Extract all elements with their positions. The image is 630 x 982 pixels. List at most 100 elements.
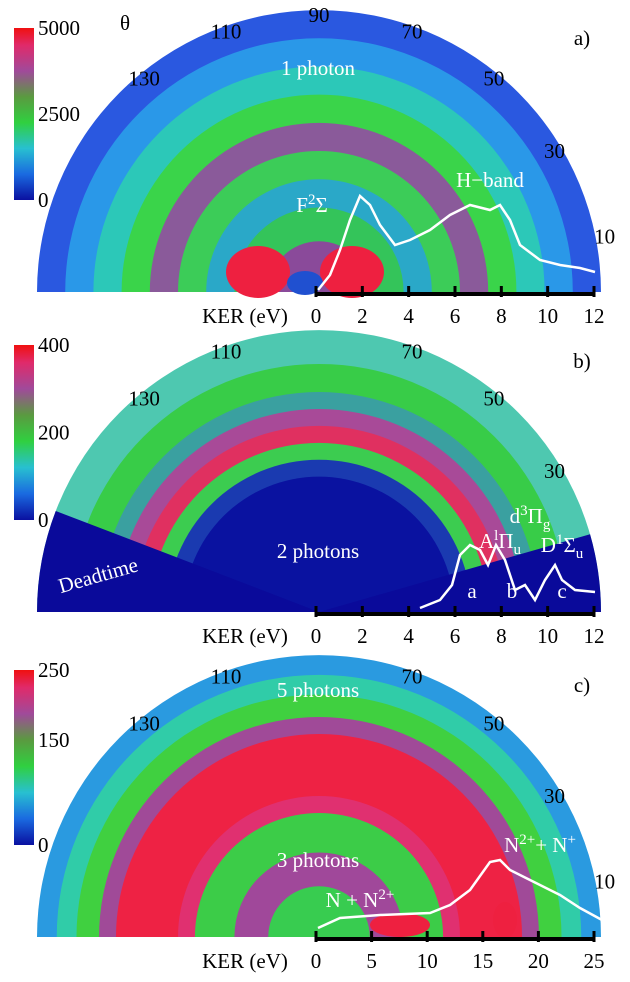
annotation-part: 2 — [308, 192, 316, 208]
panel-label: c) — [574, 673, 590, 697]
angle-label: 70 — [402, 339, 423, 363]
colorbar-tick-label: 0 — [38, 833, 49, 857]
angle-label: 110 — [211, 664, 242, 688]
ker-tick-label: 2 — [357, 624, 368, 648]
colorbar-tick-label: 150 — [38, 728, 70, 752]
angle-label: 110 — [211, 19, 242, 43]
ker-tick-label: 25 — [584, 949, 605, 973]
angle-label: 30 — [544, 459, 565, 483]
annotation-part: u — [576, 546, 584, 562]
annotation-part: A — [479, 529, 495, 553]
panel-label: b) — [573, 349, 591, 373]
annotation-part: N + N — [326, 888, 379, 912]
ker-tick-label: 4 — [403, 304, 414, 328]
ker-tick-label: 8 — [496, 304, 507, 328]
annotation: d3Πg — [510, 503, 551, 533]
annotation-part: 3 — [520, 503, 528, 519]
colorbar — [14, 28, 34, 200]
heatmap-blob — [320, 246, 384, 298]
heatmap-blob — [226, 246, 290, 298]
annotation-part: + — [567, 832, 575, 848]
ker-tick-label: 10 — [537, 624, 558, 648]
annotation: H−band — [456, 168, 524, 192]
annotation-part: 3 photons — [277, 848, 359, 872]
annotation-part: Π — [498, 529, 513, 553]
angle-label: 130 — [128, 387, 160, 411]
ker-tick-label: 12 — [584, 304, 605, 328]
heatmap-blob — [287, 271, 323, 295]
annotation-part: d — [510, 504, 521, 528]
angle-label: 70 — [402, 664, 423, 688]
angle-label: 130 — [128, 712, 160, 736]
annotation-part: 5 photons — [277, 678, 359, 702]
ker-curve — [317, 858, 603, 930]
annotation-part: 1 — [556, 532, 564, 548]
colorbar-tick-label: 250 — [38, 658, 70, 682]
angle-label: 30 — [544, 139, 565, 163]
annotation-part: N — [504, 833, 519, 857]
panel: 5000 2500 0 θ a) 130 110 90 70 50 30 10 KER (eV) 0 2 4 6… — [14, 3, 615, 328]
annotation: N2++ N+ — [504, 832, 576, 857]
annotation-part: F — [296, 193, 308, 217]
ker-tick-label: 6 — [450, 304, 461, 328]
ker-label: KER (eV) — [202, 304, 288, 328]
panel: 250 150 0 c) 130 110 70 50 30 10 KER (eV) 0 5 10 15 20 2… — [14, 655, 615, 973]
annotation-part: 2+ — [519, 832, 535, 848]
heatmap-band — [268, 886, 370, 937]
annotation-part: Σ — [563, 533, 575, 557]
annotation: 1 photon — [281, 56, 356, 80]
angle-label: 50 — [483, 387, 504, 411]
ker-tick-label: 6 — [450, 624, 461, 648]
annotation-part: Π — [528, 504, 543, 528]
ker-tick-label: 0 — [311, 624, 322, 648]
colorbar — [14, 670, 34, 845]
ker-tick-label: 12 — [584, 624, 605, 648]
annotation-part: c — [557, 579, 566, 603]
panel-label: a) — [574, 26, 590, 50]
annotation-part: l — [494, 528, 498, 544]
annotation-part: 2 photons — [277, 539, 359, 563]
ker-curve — [317, 193, 596, 291]
annotation: 3 photons — [277, 848, 359, 872]
annotation: b — [507, 579, 518, 603]
ker-tick-label: 0 — [311, 949, 322, 973]
angle-label: 50 — [483, 712, 504, 736]
deadtime-region — [37, 510, 319, 612]
annotation-part: Σ — [315, 193, 327, 217]
annotation-part: H−band — [456, 168, 524, 192]
annotation: AlΠu — [479, 528, 522, 558]
colorbar-tick-label: 5000 — [38, 16, 80, 40]
annotation-part: 2+ — [378, 887, 394, 903]
colorbar-tick-label: 200 — [38, 421, 70, 445]
angle-label: 50 — [483, 67, 504, 91]
colorbar — [14, 345, 34, 520]
theta-label: θ — [120, 11, 130, 35]
angle-label: 10 — [594, 870, 615, 894]
colorbar-tick-label: 2500 — [38, 102, 80, 126]
ker-tick-label: 8 — [496, 624, 507, 648]
ker-tick-label: 10 — [417, 949, 438, 973]
angle-label: 30 — [544, 784, 565, 808]
annotation: 2 photons — [277, 539, 359, 563]
ker-label: KER (eV) — [202, 624, 288, 648]
ker-tick-label: 4 — [403, 624, 414, 648]
angle-label: 130 — [128, 67, 160, 91]
ker-tick-label: 0 — [311, 304, 322, 328]
colorbar-tick-label: 0 — [38, 508, 49, 532]
heatmap-blob — [370, 913, 430, 937]
annotation: D1Σu — [541, 532, 584, 562]
annotation: a — [467, 579, 477, 603]
annotation-part: + N — [535, 833, 567, 857]
annotation: 5 photons — [277, 678, 359, 702]
colorbar-tick-label: 400 — [38, 333, 70, 357]
angle-label: 110 — [211, 339, 242, 363]
heatmap-band — [183, 476, 455, 612]
ker-curve — [419, 542, 596, 610]
ker-label: KER (eV) — [202, 949, 288, 973]
ker-tick-label: 15 — [472, 949, 493, 973]
annotation-part: b — [507, 579, 518, 603]
angle-label: 70 — [402, 19, 423, 43]
heatmap-blob — [493, 902, 517, 938]
angle-label: 10 — [594, 225, 615, 249]
